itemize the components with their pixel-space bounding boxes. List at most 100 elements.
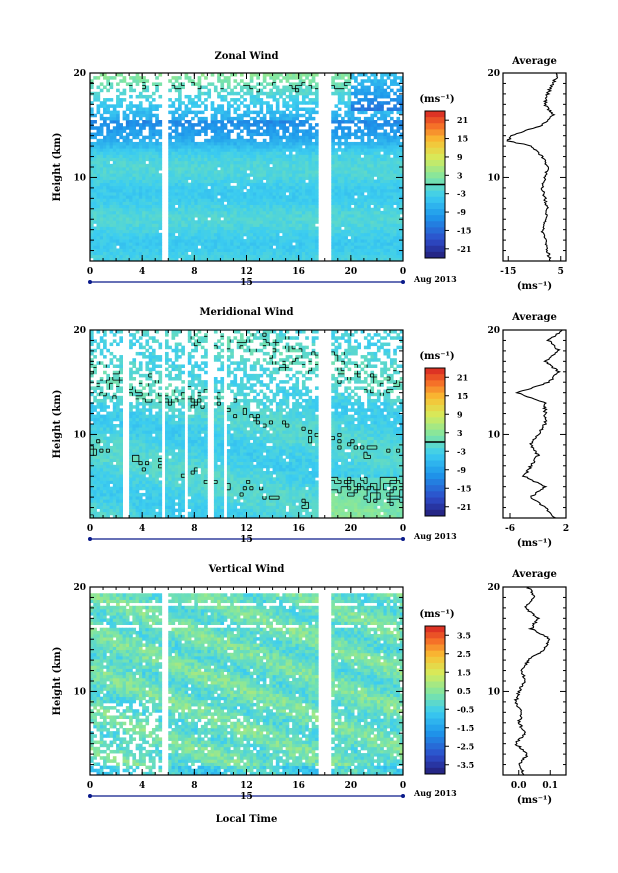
x-tick-label: 16 bbox=[292, 267, 305, 277]
colorbar-tick-label: -3 bbox=[457, 189, 466, 199]
colorbar-tick-label: 21 bbox=[457, 372, 468, 382]
colorbar-tick-label: -2.5 bbox=[457, 741, 474, 751]
contour-lines bbox=[90, 332, 403, 518]
y-axis-label: Height (km) bbox=[52, 133, 63, 202]
date-label: Aug 2013 bbox=[413, 531, 457, 541]
profile-line bbox=[513, 586, 551, 776]
profile-x-label: (ms⁻¹) bbox=[517, 281, 552, 292]
date-label: Aug 2013 bbox=[413, 788, 457, 798]
x-tick-label: 0 bbox=[400, 524, 406, 534]
x-tick-label: 4 bbox=[139, 781, 145, 791]
panel-title: Vertical Wind bbox=[208, 564, 285, 575]
colorbar-tick-label: 9 bbox=[457, 152, 463, 162]
profile-y-tick-label: 20 bbox=[487, 583, 500, 593]
y-axis-label: Height (km) bbox=[52, 647, 63, 716]
heatmap-cells bbox=[90, 593, 404, 776]
panel-zonal: Zonal Wind 0 4 8 12 16 20 0 10 20 Height (km) 15 Aug… bbox=[52, 51, 567, 292]
profile-x-tick-label: 5 bbox=[558, 267, 564, 277]
x-tick-label: 0 bbox=[400, 781, 406, 791]
contour-lines bbox=[90, 73, 352, 93]
x-tick-label: 4 bbox=[139, 524, 145, 534]
x-tick-label: 20 bbox=[345, 267, 358, 277]
x-tick-label: 4 bbox=[139, 267, 145, 277]
average-profile: Average 10 20 0.0 0.1 (ms⁻¹) bbox=[487, 569, 567, 806]
panel-title: Zonal Wind bbox=[214, 51, 278, 62]
profile-y-tick-label: 10 bbox=[487, 173, 500, 183]
date-bar-start bbox=[88, 537, 92, 541]
x-tick-label: 0 bbox=[400, 267, 406, 277]
heatmap-cells bbox=[90, 73, 404, 262]
colorbar-tick-label: -15 bbox=[457, 225, 471, 235]
y-tick-label: 10 bbox=[73, 430, 86, 440]
colorbar: (ms⁻¹)21 15 9 3 -3 -9 -15 -21 bbox=[419, 94, 471, 259]
date-marker: 15 bbox=[240, 535, 253, 545]
colorbar-tick-label: 3 bbox=[457, 428, 463, 438]
profile-title: Average bbox=[511, 312, 557, 323]
profile-x-tick-label: -15 bbox=[500, 267, 516, 277]
profile-y-tick-label: 10 bbox=[487, 430, 500, 440]
colorbar-tick-label: 15 bbox=[457, 134, 468, 144]
profile-frame bbox=[502, 329, 567, 519]
colorbar-tick-label: -9 bbox=[457, 465, 466, 475]
profile-line bbox=[506, 72, 559, 262]
y-tick-label: 20 bbox=[73, 583, 86, 593]
profile-frame bbox=[502, 72, 567, 262]
x-tick-label: 12 bbox=[240, 267, 253, 277]
profile-title: Average bbox=[511, 56, 557, 67]
date-marker: 15 bbox=[240, 278, 253, 288]
date-label: Aug 2013 bbox=[413, 274, 457, 284]
colorbar-tick-label: -0.5 bbox=[457, 704, 474, 714]
colorbar: (ms⁻¹)21 15 9 3 -3 -9 -15 -21 bbox=[419, 351, 471, 517]
colorbar-tick-label: -3.5 bbox=[457, 760, 474, 770]
profile-x-tick-label: 0.1 bbox=[542, 781, 558, 791]
average-profile: Average 10 20 -6 2 (ms⁻¹) bbox=[487, 312, 569, 549]
profile-x-tick-label: -6 bbox=[505, 524, 515, 534]
profile-x-tick-label: 2 bbox=[563, 524, 569, 534]
average-profile: Average 10 20 -15 5 (ms⁻¹) bbox=[487, 56, 567, 292]
x-tick-label: 20 bbox=[345, 781, 358, 791]
colorbar-tick-label: 2.5 bbox=[457, 649, 471, 659]
colorbar: (ms⁻¹)3.5 2.5 1.5 0.5 -0.5 -1.5 -2.5 -3.5 bbox=[419, 609, 474, 775]
colorbar-tick-label: 15 bbox=[457, 391, 468, 401]
y-tick-label: 20 bbox=[73, 69, 86, 79]
colorbar-tick-label: -1.5 bbox=[457, 723, 474, 733]
x-tick-label: 0 bbox=[87, 524, 93, 534]
x-tick-label: 8 bbox=[191, 267, 197, 277]
y-tick-label: 10 bbox=[73, 687, 86, 697]
profile-line bbox=[514, 329, 563, 519]
colorbar-unit: (ms⁻¹) bbox=[419, 609, 454, 620]
x-tick-label: 8 bbox=[191, 781, 197, 791]
colorbar-tick-label: -9 bbox=[457, 207, 466, 217]
profile-x-tick-label: 0.0 bbox=[511, 781, 527, 791]
profile-y-tick-label: 20 bbox=[487, 69, 500, 79]
colorbar-tick-label: -3 bbox=[457, 446, 466, 456]
x-tick-label: 0 bbox=[87, 781, 93, 791]
panel-title: Meridional Wind bbox=[199, 307, 293, 318]
panel-vertical: Vertical Wind 0 4 8 12 16 20 0 10 20 Height (km) 15… bbox=[52, 564, 567, 825]
colorbar-tick-label: -21 bbox=[457, 502, 471, 512]
date-bar-end bbox=[401, 537, 405, 541]
x-tick-label: 12 bbox=[240, 781, 253, 791]
colorbar-tick-label: 21 bbox=[457, 115, 468, 125]
x-tick-label: 8 bbox=[191, 524, 197, 534]
profile-y-tick-label: 10 bbox=[487, 687, 500, 697]
profile-x-label: (ms⁻¹) bbox=[517, 538, 552, 549]
x-tick-label: 16 bbox=[292, 781, 305, 791]
colorbar-tick-label: 0.5 bbox=[457, 686, 471, 696]
x-tick-label: 20 bbox=[345, 524, 358, 534]
profile-x-label: (ms⁻¹) bbox=[517, 795, 552, 806]
date-bar-start bbox=[88, 280, 92, 284]
y-tick-label: 20 bbox=[73, 326, 86, 336]
y-tick-label: 10 bbox=[73, 173, 86, 183]
profile-title: Average bbox=[511, 569, 557, 580]
colorbar-tick-label: 1.5 bbox=[457, 667, 471, 677]
colorbar-tick-label: 3.5 bbox=[457, 630, 471, 640]
x-tick-label: 12 bbox=[240, 524, 253, 534]
date-marker: 15 bbox=[240, 792, 253, 802]
heatmap-cells bbox=[90, 330, 404, 519]
x-tick-label: 0 bbox=[87, 267, 93, 277]
date-bar-start bbox=[88, 794, 92, 798]
colorbar-tick-label: 3 bbox=[457, 170, 463, 180]
colorbar-tick-label: -21 bbox=[457, 244, 471, 254]
